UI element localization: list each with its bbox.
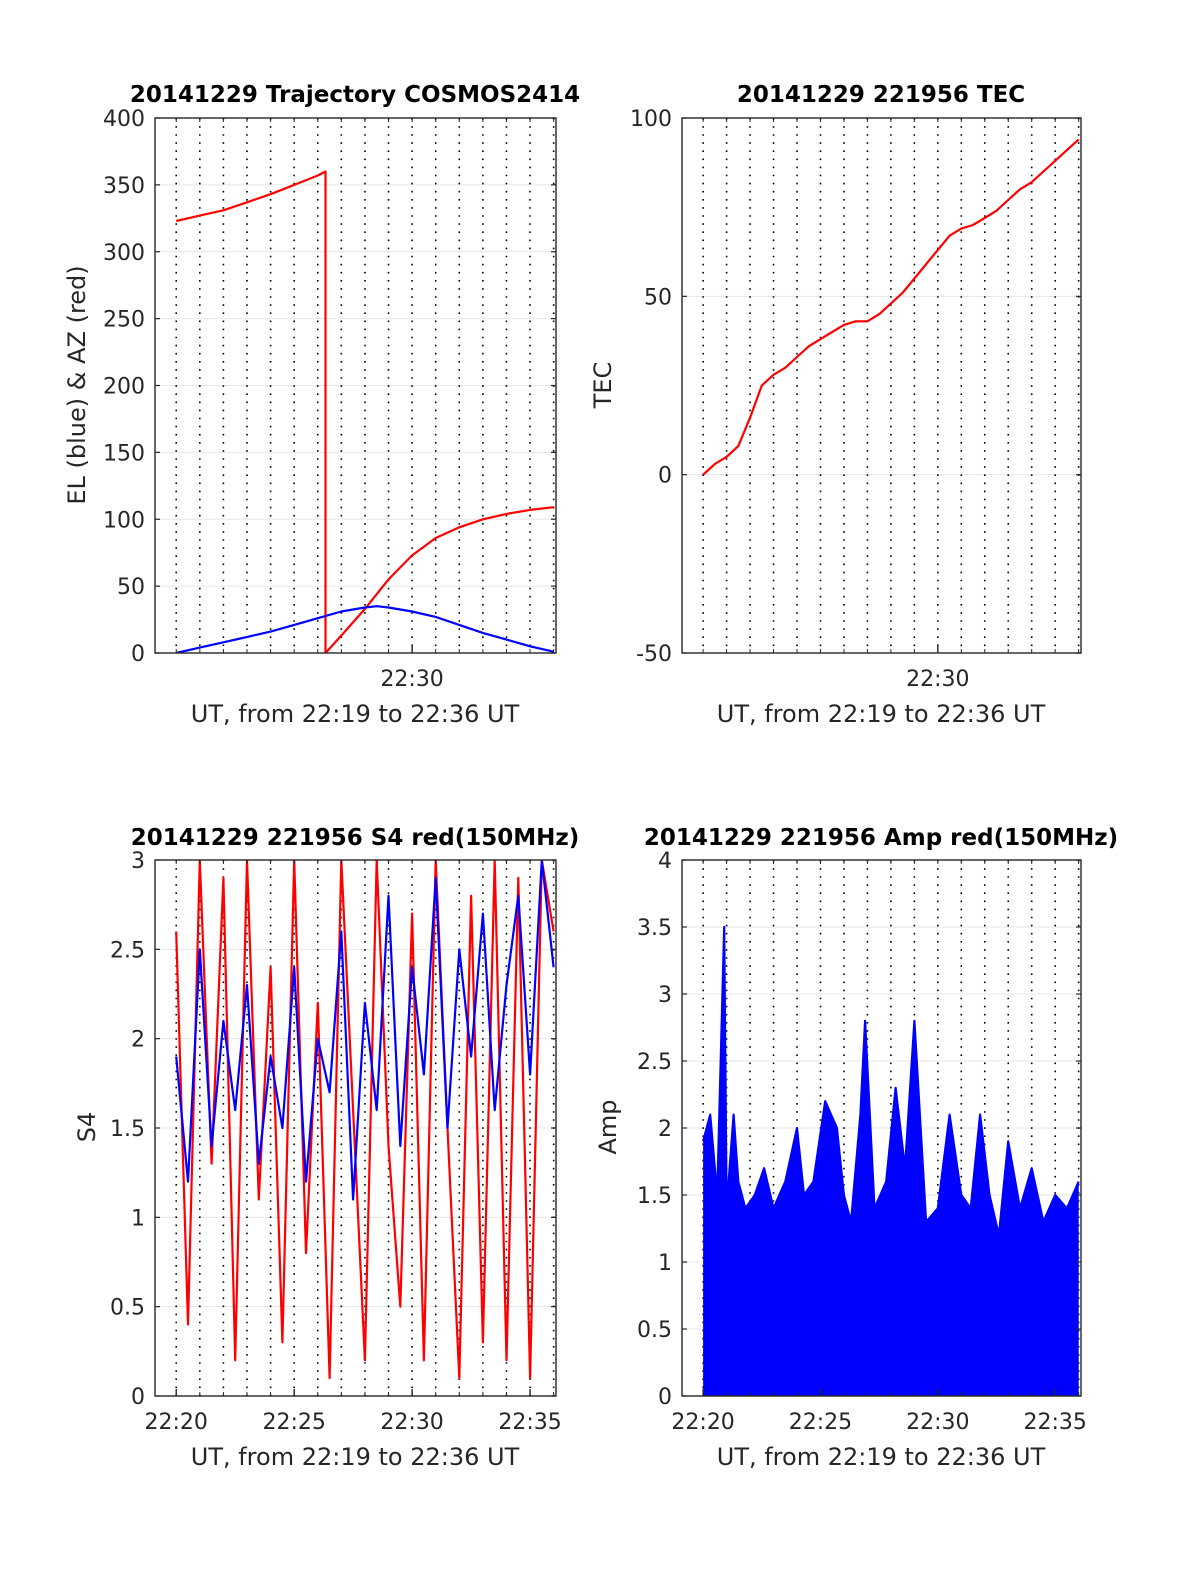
y-tick-label: 50	[117, 575, 145, 600]
y-tick-label: 2	[658, 1117, 672, 1142]
tec-panel: 20141229 221956 TEC UT, from 22:19 to 22…	[589, 82, 1082, 728]
x-tick-label: 22:30	[906, 1410, 969, 1435]
chart-title: 20141229 221956 S4 red(150MHz)	[131, 825, 580, 851]
x-tick-label: 22:20	[671, 1410, 734, 1435]
series-group	[702, 138, 1080, 476]
y-tick-label: 200	[103, 375, 145, 400]
series-group	[702, 925, 1080, 1396]
y-axis-label: Amp	[594, 1099, 622, 1154]
x-axis-label: UT, from 22:19 to 22:36 UT	[191, 1443, 520, 1471]
y-tick-label: 0	[131, 1385, 145, 1410]
series-fill	[703, 927, 1079, 1396]
y-tick-label: 0	[658, 464, 672, 489]
y-tick-label: 2.5	[637, 1050, 672, 1075]
y-tick-label: 0.5	[637, 1318, 672, 1343]
axes-box	[681, 117, 1082, 654]
y-tick-label: 4	[658, 849, 672, 874]
y-tick-label: 100	[630, 107, 672, 132]
y-axis-label: TEC	[589, 362, 617, 410]
y-tick-label: 0.5	[110, 1296, 145, 1321]
x-tick-label: 22:25	[262, 1410, 325, 1435]
y-tick-label: 0	[131, 642, 145, 667]
y-tick-label: 250	[103, 308, 145, 333]
y-tick-label: 150	[103, 441, 145, 466]
y-tick-label: 1.5	[637, 1184, 672, 1209]
y-tick-label: -50	[636, 642, 672, 667]
series-line	[702, 138, 1080, 476]
x-tick-label: 22:20	[145, 1410, 208, 1435]
trajectory-panel: 20141229 Trajectory COSMOS2414 UT, from …	[63, 82, 580, 728]
series-line	[175, 860, 555, 1201]
y-tick-label: 3	[658, 983, 672, 1008]
x-tick-label: 22:35	[498, 1410, 561, 1435]
series-group	[175, 170, 554, 653]
s4-panel: 20141229 221956 S4 red(150MHz) UT, from …	[73, 825, 579, 1471]
x-tick-label: 22:35	[1023, 1410, 1086, 1435]
y-tick-label: 1.5	[110, 1117, 145, 1142]
y-tick-label: 0	[658, 1385, 672, 1410]
x-tick-label: 22:30	[380, 667, 443, 692]
chart-title: 20141229 Trajectory COSMOS2414	[130, 82, 580, 108]
series-line	[702, 925, 1080, 1237]
y-tick-label: 2	[131, 1028, 145, 1053]
amp-panel: 20141229 221956 Amp red(150MHz) UT, from…	[594, 825, 1118, 1471]
series-group	[175, 860, 555, 1380]
series-line	[175, 605, 554, 653]
x-tick-label: 22:30	[906, 667, 969, 692]
x-tick-label: 22:30	[380, 1410, 443, 1435]
x-axis-label: UT, from 22:19 to 22:36 UT	[717, 1443, 1046, 1471]
series-line	[175, 860, 555, 1380]
chart-title: 20141229 221956 Amp red(150MHz)	[644, 825, 1118, 851]
y-tick-label: 300	[103, 241, 145, 266]
x-tick-label: 22:25	[789, 1410, 852, 1435]
y-axis-label: EL (blue) & AZ (red)	[63, 265, 91, 504]
y-tick-label: 3	[131, 849, 145, 874]
y-tick-label: 350	[103, 174, 145, 199]
y-tick-label: 100	[103, 508, 145, 533]
y-tick-label: 2.5	[110, 938, 145, 963]
y-tick-label: 50	[644, 285, 672, 310]
y-tick-label: 1	[131, 1206, 145, 1231]
y-tick-label: 400	[103, 107, 145, 132]
x-axis-label: UT, from 22:19 to 22:36 UT	[717, 700, 1046, 728]
chart-title: 20141229 221956 TEC	[737, 82, 1025, 108]
x-axis-label: UT, from 22:19 to 22:36 UT	[191, 700, 520, 728]
series-line	[175, 170, 554, 653]
y-tick-label: 3.5	[637, 916, 672, 941]
y-axis-label: S4	[73, 1112, 101, 1143]
y-tick-label: 1	[658, 1251, 672, 1276]
